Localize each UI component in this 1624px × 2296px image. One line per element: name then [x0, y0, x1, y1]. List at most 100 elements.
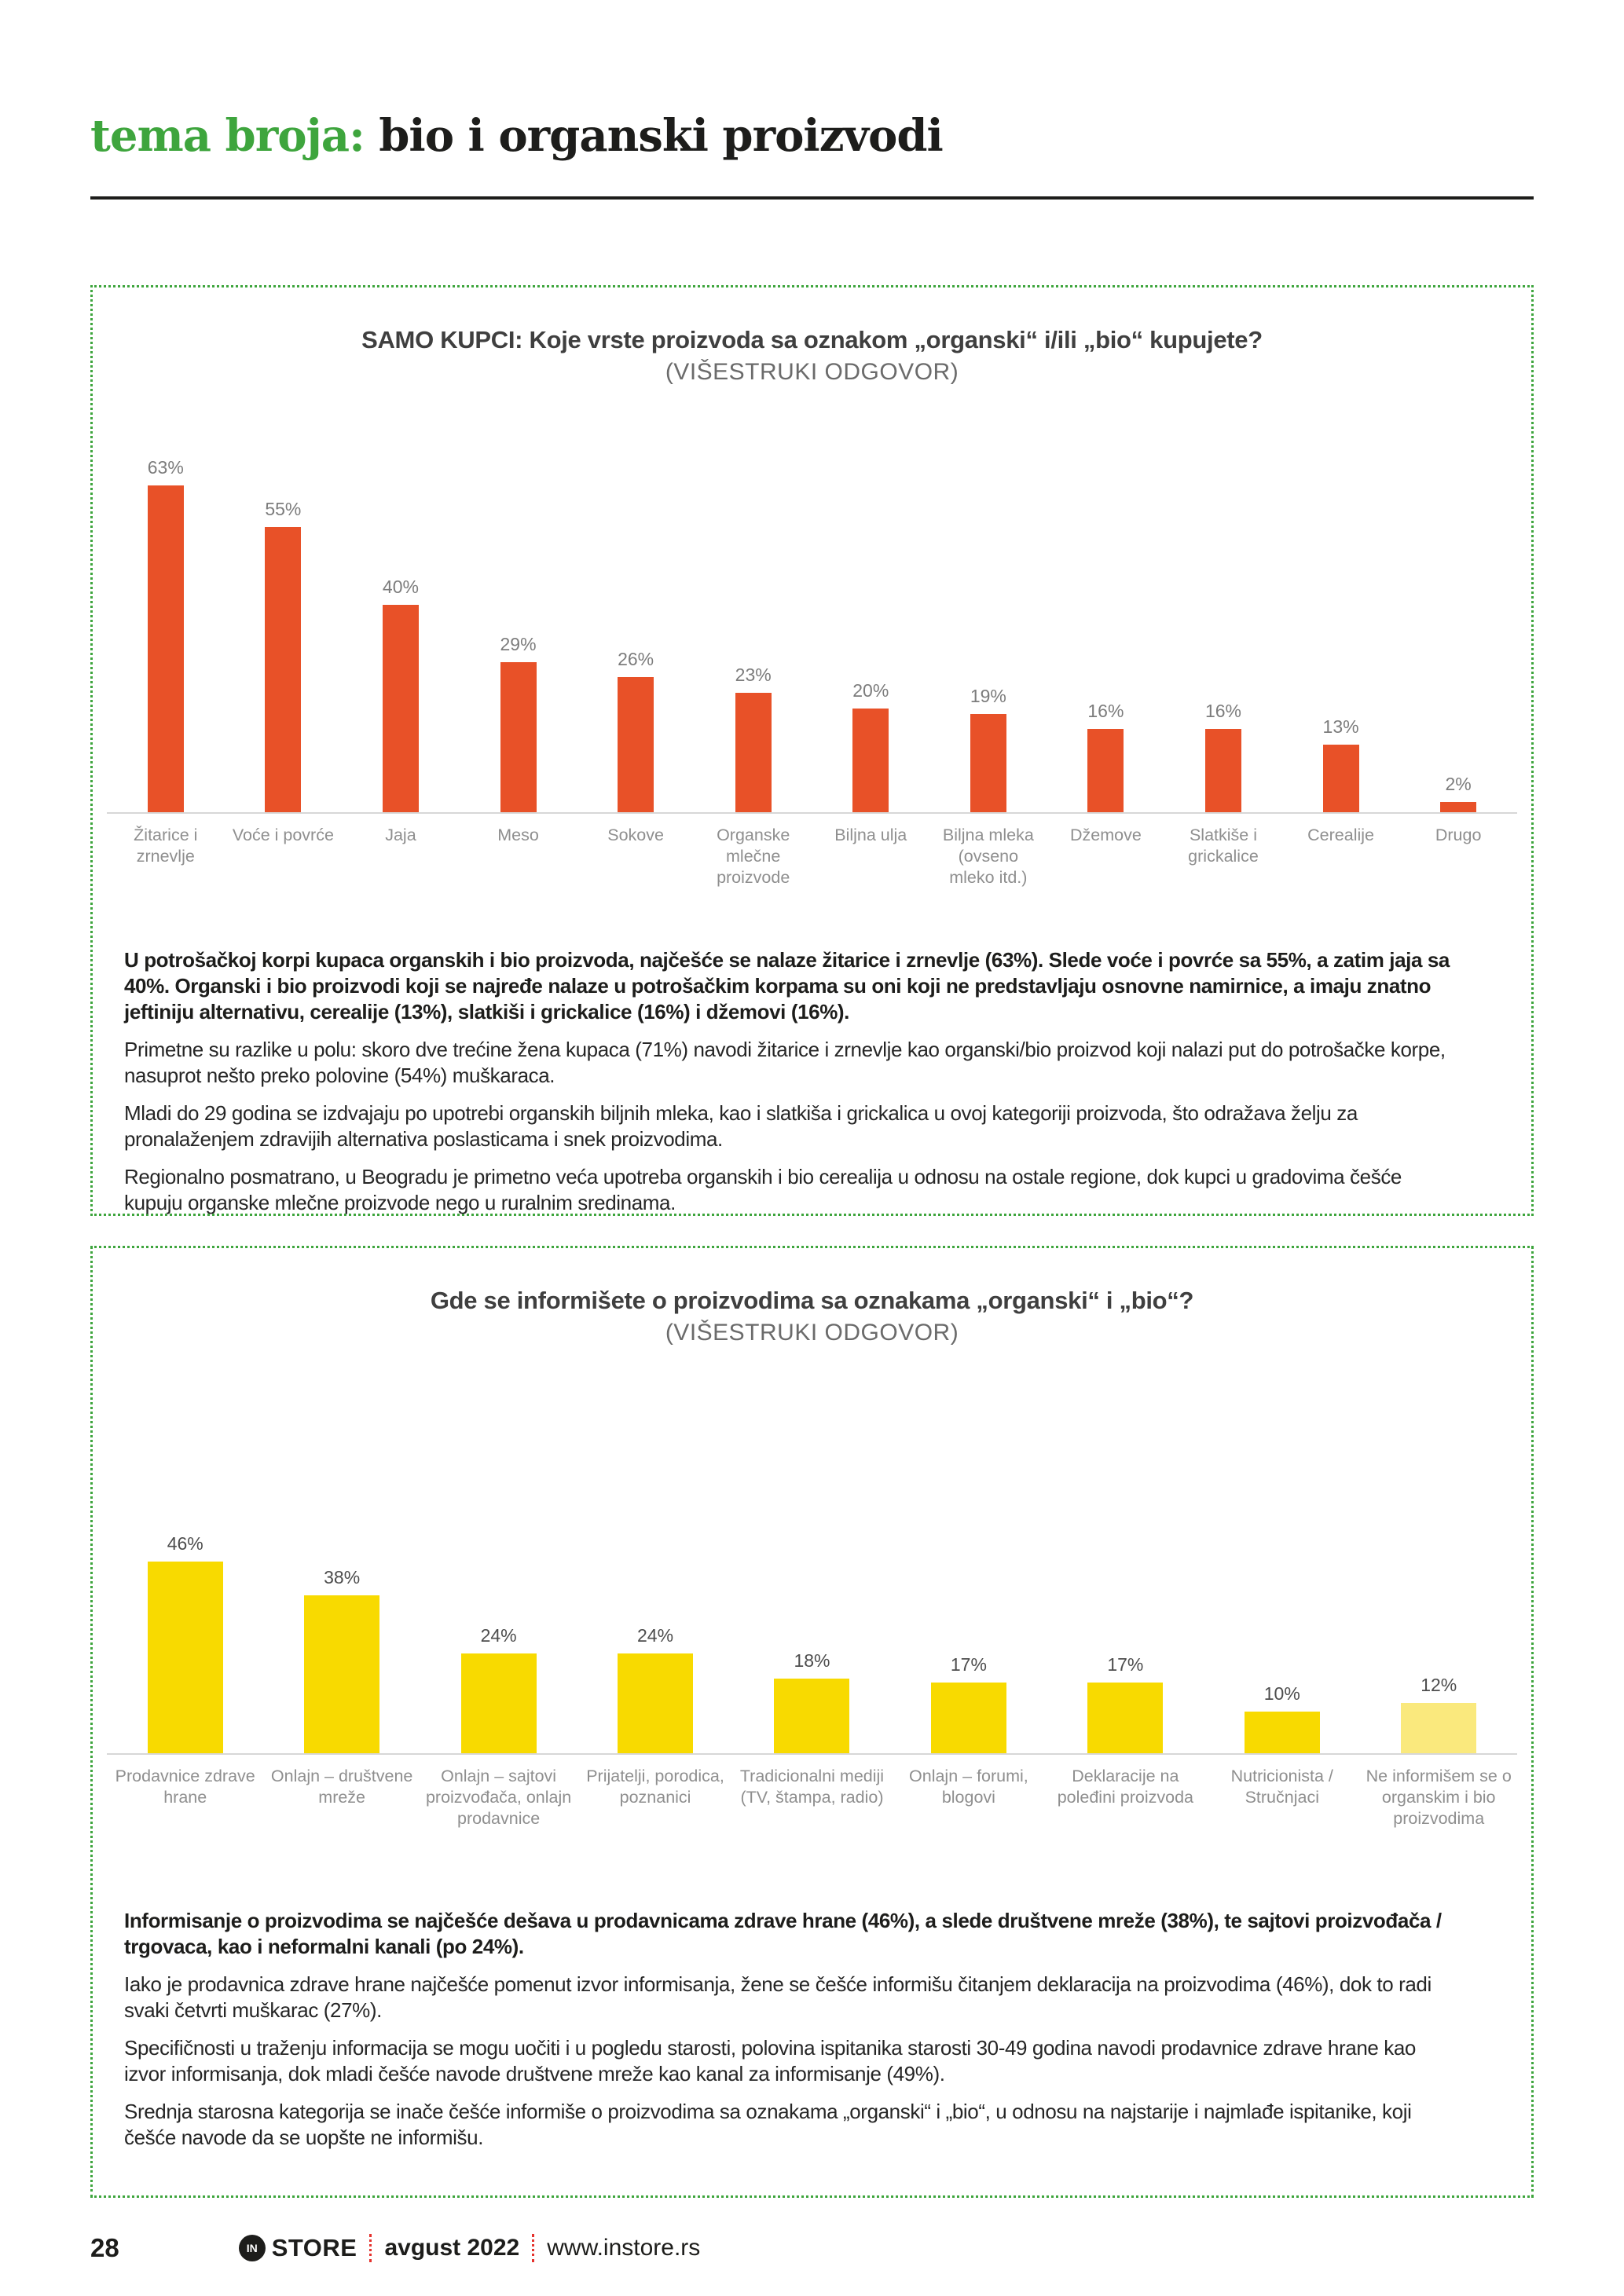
- paragraph: Informisanje o proizvodima se najčešće d…: [124, 1909, 1442, 1958]
- instore-logo-icon: IN: [238, 2235, 266, 2261]
- bar-value-label: 63%: [147, 457, 184, 478]
- bar-column: 16% Džemove: [1047, 396, 1165, 943]
- paragraph: Specifičnosti u traženju informacija se …: [124, 2036, 1416, 2085]
- header-kicker: tema broja:: [90, 110, 365, 162]
- bar-area: 10%: [1204, 1357, 1360, 1753]
- bar-area: 2%: [1399, 396, 1517, 812]
- paragraph: Primetne su razlike u polu: skoro dve tr…: [124, 1038, 1446, 1087]
- bar-area: 63%: [107, 396, 225, 812]
- footer-issue: avgust 2022: [384, 2235, 520, 2261]
- bar: [1204, 729, 1241, 812]
- bar-value-label: 26%: [618, 649, 654, 669]
- bar-area: 18%: [734, 1357, 890, 1753]
- bar-value-label: 18%: [794, 1650, 830, 1671]
- bar-value-label: 40%: [382, 577, 419, 597]
- bar-category-label: Biljna mleka (ovseno mleko itd.): [929, 812, 1047, 943]
- bar-column: 46% Prodavnice zdrave hrane: [107, 1357, 264, 1903]
- bar-area: 24%: [420, 1357, 577, 1753]
- bar-column: 12% Ne informišem se o organskim i bio pr…: [1360, 1357, 1517, 1903]
- bar-area: 55%: [225, 396, 343, 812]
- page-title: bio i organski proizvodi: [379, 110, 944, 162]
- bar-column: 38% Onlajn – društvene mreže: [263, 1357, 420, 1903]
- bar: [930, 1683, 1006, 1753]
- paragraph: U potrošačkoj korpi kupaca organskih i b…: [124, 948, 1450, 1023]
- bar-category-label: Voće i povrće: [224, 812, 343, 943]
- instore-logo: IN STORE: [238, 2234, 357, 2262]
- bar: [147, 485, 184, 812]
- page-header: tema broja: bio i organski proizvodi: [90, 112, 1534, 160]
- bar-category-label: Sokove: [577, 812, 695, 943]
- bar-category-label: Onlajn – sajtovi proizvođača, onlajn pro…: [420, 1753, 577, 1903]
- bar-column: 20% Biljna ulja: [812, 396, 930, 943]
- bar-column: 17% Deklaracije na poleđini proizvoda: [1047, 1357, 1204, 1903]
- chart-subtitle: (VIŠESTRUKI ODGOVOR): [665, 1320, 959, 1346]
- bar-column: 40% Jaja: [342, 396, 460, 943]
- header-divider: [90, 196, 1534, 200]
- bar-column: 16% Slatkiše i grickalice: [1164, 396, 1282, 943]
- chart-subtitle: (VIŠESTRUKI ODGOVOR): [665, 359, 959, 385]
- bar-value-label: 23%: [735, 665, 772, 685]
- bar: [1087, 729, 1124, 812]
- bar-area: 13%: [1282, 396, 1400, 812]
- footer-separator-icon: [532, 2234, 535, 2262]
- bar-category-label: Džemove: [1047, 812, 1165, 943]
- bar-category-label: Cerealije: [1281, 812, 1400, 943]
- bar-column: 26% Sokove: [577, 396, 695, 943]
- bar-category-label: Prijatelji, porodica, poznanici: [577, 1753, 734, 1903]
- bar-value-label: 17%: [950, 1654, 987, 1675]
- bar-column: 19% Biljna mleka (ovseno mleko itd.): [929, 396, 1047, 943]
- bar-value-label: 24%: [637, 1625, 674, 1646]
- bar-column: 55% Voće i povrće: [224, 396, 343, 943]
- bar-category-label: Slatkiše i grickalice: [1164, 812, 1282, 943]
- panel-information-section: Gde se informišete o proizvodima sa ozna…: [90, 1246, 1534, 2198]
- bar-area: 29%: [460, 396, 577, 812]
- logo-store-text: STORE: [271, 2234, 357, 2261]
- bar-value-label: 17%: [1107, 1654, 1144, 1675]
- bar-column: 13% Cerealije: [1281, 396, 1400, 943]
- bar-category-label: Tradicionalni mediji (TV, štampa, radio): [733, 1753, 891, 1903]
- paragraph: Srednja starosna kategorija se inače češ…: [124, 2100, 1412, 2149]
- bar-column: 63% Žitarice i zrnevlje: [107, 396, 225, 943]
- bar-column: 24% Onlajn – sajtovi proizvođača, onlajn …: [420, 1357, 577, 1903]
- commentary-information: Informisanje o proizvodima se najčešće d…: [93, 1903, 1531, 2151]
- bar-plot-product-types: 63% Žitarice i zrnevlje 55% Voće i povrće 40…: [93, 396, 1531, 943]
- bar-area: 17%: [1047, 1357, 1204, 1753]
- logo-in-text: IN: [246, 2242, 258, 2254]
- paragraph: Regionalno posmatrano, u Beogradu je pri…: [124, 1165, 1402, 1214]
- bar-category-label: Jaja: [342, 812, 460, 943]
- bar-value-label: 12%: [1421, 1675, 1457, 1695]
- bar: [1401, 1703, 1477, 1753]
- bar-area: 40%: [342, 396, 460, 812]
- bar-value-label: 19%: [970, 686, 1006, 706]
- commentary-buyers: U potrošačkoj korpi kupaca organskih i b…: [93, 943, 1531, 1216]
- bar: [460, 1653, 537, 1753]
- bar: [500, 662, 537, 812]
- bar: [1440, 802, 1477, 812]
- bar-column: 23% Organske mlečne proizvode: [694, 396, 812, 943]
- bar: [618, 1653, 694, 1753]
- chart-title: SAMO KUPCI: Koje vrste proizvoda sa ozna…: [361, 326, 1263, 353]
- bar-area: 46%: [107, 1357, 263, 1753]
- bar: [147, 1562, 223, 1753]
- bar: [304, 1595, 380, 1753]
- bar-category-label: Prodavnice zdrave hrane: [107, 1753, 264, 1903]
- bar-area: 12%: [1361, 1357, 1517, 1753]
- bar-value-label: 38%: [324, 1567, 361, 1587]
- bar-area: 24%: [577, 1357, 733, 1753]
- bar-category-label: Organske mlečne proizvode: [694, 812, 812, 943]
- bar: [852, 709, 889, 812]
- bar-category-label: Ne informišem se o organskim i bio proiz…: [1360, 1753, 1517, 1903]
- bar-column: 10% Nutricionista / Stručnjaci: [1204, 1357, 1361, 1903]
- bar-category-label: Biljna ulja: [812, 812, 930, 943]
- bar-value-label: 2%: [1445, 774, 1472, 794]
- bar: [735, 693, 772, 812]
- paragraph: Mladi do 29 godina se izdvajaju po upotr…: [124, 1101, 1358, 1151]
- chart-title: Gde se informišete o proizvodima sa ozna…: [430, 1287, 1194, 1314]
- bar-value-label: 24%: [480, 1625, 517, 1646]
- bar-value-label: 20%: [852, 680, 889, 701]
- chart-information-sources: Gde se informišete o proizvodima sa ozna…: [93, 1284, 1531, 1903]
- page-title-row: tema broja: bio i organski proizvodi: [90, 112, 1534, 160]
- bar-area: 16%: [1047, 396, 1165, 812]
- paragraph: Iako je prodavnica zdrave hrane najčešće…: [124, 1972, 1432, 2022]
